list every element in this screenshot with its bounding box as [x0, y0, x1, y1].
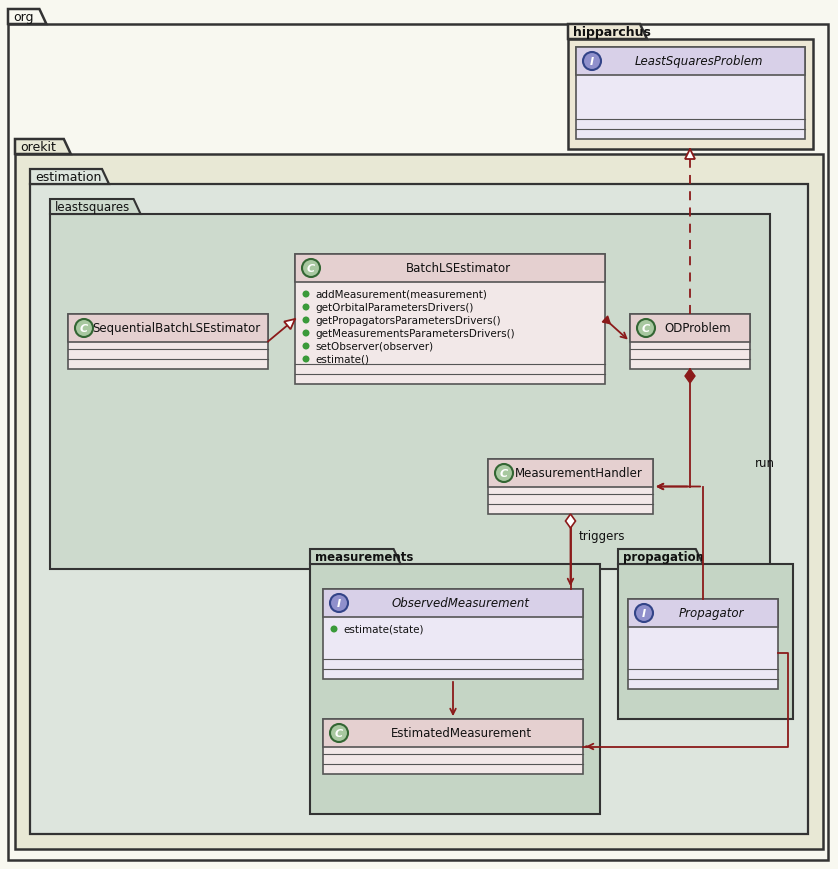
Text: SequentialBatchLSEstimator: SequentialBatchLSEstimator [92, 322, 260, 335]
Text: measurements: measurements [315, 550, 413, 563]
Bar [323, 720, 583, 774]
Polygon shape [685, 149, 695, 160]
Text: C: C [80, 323, 88, 334]
Bar [295, 255, 605, 282]
Text: setObserver(observer): setObserver(observer) [315, 342, 433, 352]
Text: LeastSquaresProblem: LeastSquaresProblem [634, 56, 763, 69]
Text: ODProblem: ODProblem [665, 322, 732, 335]
Polygon shape [618, 549, 703, 564]
Bar [628, 600, 778, 689]
Circle shape [303, 317, 309, 324]
Circle shape [637, 320, 655, 338]
Text: MeasurementHandler: MeasurementHandler [515, 467, 643, 480]
Bar [310, 564, 600, 814]
Bar [323, 589, 583, 617]
Circle shape [635, 604, 653, 622]
Polygon shape [8, 10, 46, 25]
Text: getOrbitalParametersDrivers(): getOrbitalParametersDrivers() [315, 302, 473, 313]
Circle shape [583, 53, 601, 71]
Polygon shape [50, 200, 141, 215]
Bar [15, 155, 823, 849]
Bar [488, 460, 653, 488]
Polygon shape [685, 369, 695, 383]
Circle shape [330, 594, 348, 613]
Text: orekit: orekit [20, 141, 56, 154]
Polygon shape [15, 140, 70, 155]
Circle shape [495, 464, 513, 482]
Text: I: I [642, 608, 646, 618]
Text: ObservedMeasurement: ObservedMeasurement [392, 597, 530, 610]
Bar [50, 215, 770, 569]
Circle shape [303, 304, 309, 311]
Polygon shape [284, 320, 295, 330]
Text: getMeasurementsParametersDrivers(): getMeasurementsParametersDrivers() [315, 328, 515, 339]
Bar [488, 460, 653, 514]
Text: triggers: triggers [578, 529, 625, 542]
Text: EstimatedMeasurement: EstimatedMeasurement [391, 726, 531, 740]
Polygon shape [310, 549, 401, 564]
Text: C: C [642, 323, 650, 334]
Text: BatchLSEstimator: BatchLSEstimator [406, 262, 510, 275]
Text: estimate(): estimate() [315, 355, 369, 365]
Bar [68, 315, 268, 369]
Bar [630, 315, 750, 342]
Text: leastsquares: leastsquares [55, 201, 130, 214]
Text: I: I [590, 57, 594, 67]
Bar [68, 315, 268, 342]
Circle shape [303, 356, 309, 363]
Polygon shape [568, 25, 647, 40]
Bar [295, 255, 605, 385]
Circle shape [303, 343, 309, 350]
Bar [323, 589, 583, 680]
Text: estimation: estimation [35, 171, 101, 183]
Text: I: I [337, 599, 341, 608]
Text: addMeasurement(measurement): addMeasurement(measurement) [315, 289, 487, 300]
Circle shape [330, 724, 348, 742]
Bar [618, 564, 793, 720]
Bar [576, 48, 805, 76]
Bar [630, 315, 750, 369]
Circle shape [303, 291, 309, 298]
Text: Propagator: Propagator [678, 607, 744, 620]
Text: C: C [500, 468, 508, 479]
Circle shape [75, 320, 93, 338]
Text: getPropagatorsParametersDrivers(): getPropagatorsParametersDrivers() [315, 315, 500, 326]
Circle shape [303, 330, 309, 337]
Polygon shape [566, 514, 576, 528]
Bar [30, 185, 808, 834]
Polygon shape [603, 316, 610, 324]
Bar [628, 600, 778, 627]
Text: C: C [335, 728, 343, 738]
Circle shape [330, 626, 338, 633]
Text: propagation: propagation [623, 550, 704, 563]
Bar [568, 40, 813, 149]
Polygon shape [30, 169, 109, 185]
Text: org: org [13, 11, 34, 24]
Text: C: C [307, 263, 315, 274]
Bar [576, 48, 805, 140]
Text: hipparchus: hipparchus [573, 26, 651, 39]
Bar [323, 720, 583, 747]
Text: run: run [755, 457, 775, 470]
Circle shape [302, 260, 320, 278]
Text: estimate(state): estimate(state) [343, 624, 423, 634]
